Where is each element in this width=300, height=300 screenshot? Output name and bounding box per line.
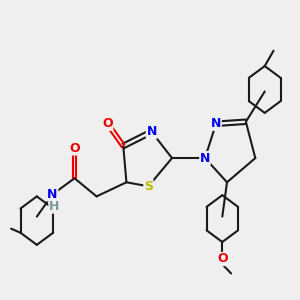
Text: H: H (49, 200, 59, 213)
Text: N: N (146, 125, 157, 138)
Text: N: N (200, 152, 210, 165)
Text: O: O (102, 117, 113, 130)
Text: N: N (47, 188, 58, 201)
Text: N: N (211, 117, 221, 130)
Text: O: O (217, 253, 228, 266)
Text: O: O (69, 142, 80, 155)
Text: S: S (144, 180, 153, 193)
